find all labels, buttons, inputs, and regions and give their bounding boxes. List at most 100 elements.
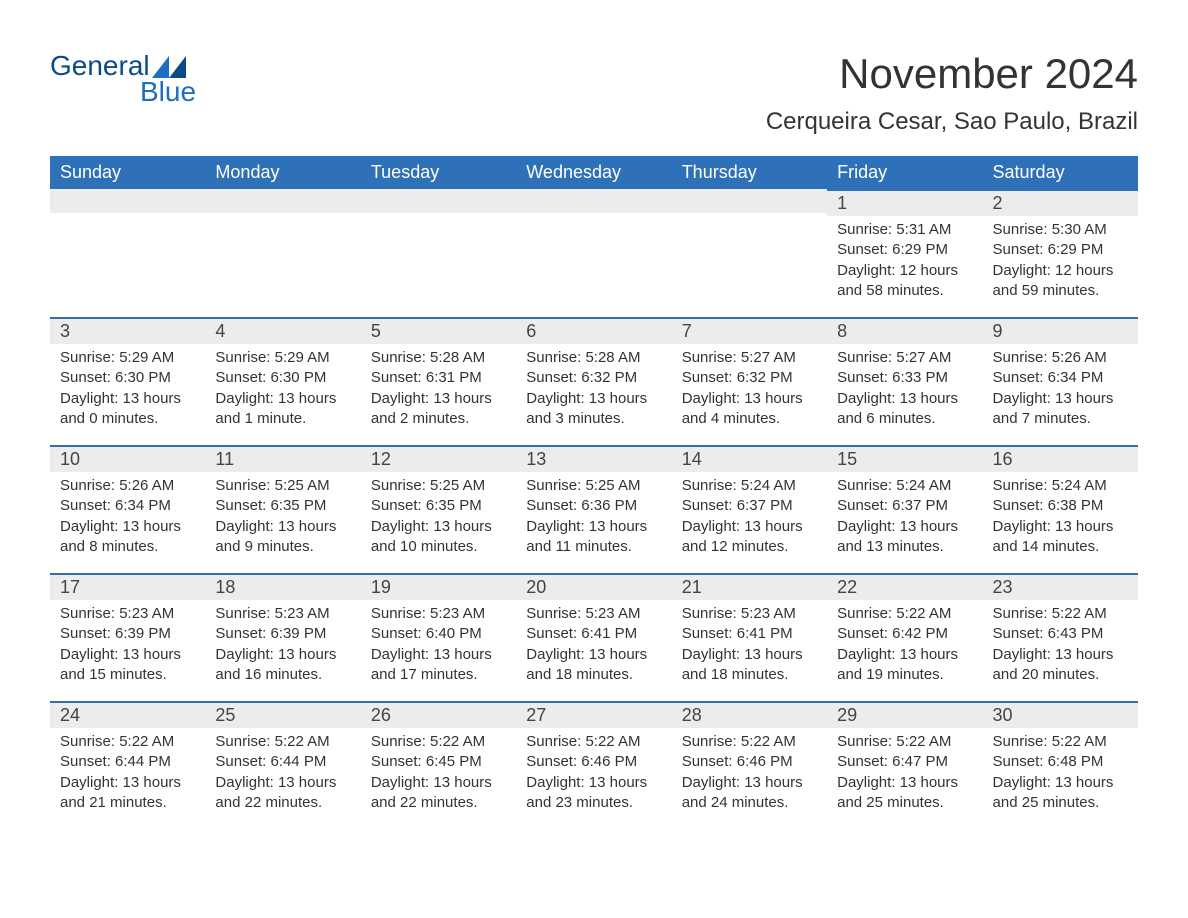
daylight-text: Daylight: 13 hours and 22 minutes. [371,773,506,814]
daylight-text: Daylight: 13 hours and 25 minutes. [993,773,1128,814]
day-number: 15 [827,447,982,472]
sunrise-text: Sunrise: 5:28 AM [371,348,506,368]
daylight-text: Daylight: 13 hours and 2 minutes. [371,389,506,430]
day-number: 10 [50,447,205,472]
day-number: 22 [827,575,982,600]
day-number: 2 [983,191,1138,216]
sunset-text: Sunset: 6:43 PM [993,624,1128,644]
day-number-empty [361,189,516,213]
day-body: Sunrise: 5:26 AMSunset: 6:34 PMDaylight:… [50,472,205,567]
day-number: 18 [205,575,360,600]
daylight-text: Daylight: 13 hours and 3 minutes. [526,389,661,430]
sunrise-text: Sunrise: 5:22 AM [526,732,661,752]
sunrise-text: Sunrise: 5:22 AM [837,732,972,752]
calendar-day-cell: 10Sunrise: 5:26 AMSunset: 6:34 PMDayligh… [50,445,205,573]
sunrise-text: Sunrise: 5:31 AM [837,220,972,240]
weekday-header: Friday [827,156,982,189]
sunrise-text: Sunrise: 5:28 AM [526,348,661,368]
sunrise-text: Sunrise: 5:23 AM [60,604,195,624]
sunrise-text: Sunrise: 5:23 AM [371,604,506,624]
day-body: Sunrise: 5:22 AMSunset: 6:46 PMDaylight:… [516,728,671,823]
sunset-text: Sunset: 6:40 PM [371,624,506,644]
day-number: 19 [361,575,516,600]
sunrise-text: Sunrise: 5:22 AM [682,732,817,752]
sunrise-text: Sunrise: 5:22 AM [371,732,506,752]
sunset-text: Sunset: 6:46 PM [526,752,661,772]
sunrise-text: Sunrise: 5:22 AM [60,732,195,752]
calendar-day-cell: 11Sunrise: 5:25 AMSunset: 6:35 PMDayligh… [205,445,360,573]
sunset-text: Sunset: 6:41 PM [682,624,817,644]
sunrise-text: Sunrise: 5:23 AM [526,604,661,624]
daylight-text: Daylight: 13 hours and 13 minutes. [837,517,972,558]
sunrise-text: Sunrise: 5:22 AM [993,604,1128,624]
day-number: 28 [672,703,827,728]
sunset-text: Sunset: 6:30 PM [60,368,195,388]
title-block: November 2024 Cerqueira Cesar, Sao Paulo… [766,50,1138,136]
day-body: Sunrise: 5:28 AMSunset: 6:32 PMDaylight:… [516,344,671,439]
day-body: Sunrise: 5:24 AMSunset: 6:38 PMDaylight:… [983,472,1138,567]
day-number: 9 [983,319,1138,344]
daylight-text: Daylight: 13 hours and 0 minutes. [60,389,195,430]
daylight-text: Daylight: 13 hours and 24 minutes. [682,773,817,814]
sunrise-text: Sunrise: 5:25 AM [526,476,661,496]
day-body: Sunrise: 5:22 AMSunset: 6:46 PMDaylight:… [672,728,827,823]
day-number: 6 [516,319,671,344]
daylight-text: Daylight: 13 hours and 15 minutes. [60,645,195,686]
calendar-day-cell: 29Sunrise: 5:22 AMSunset: 6:47 PMDayligh… [827,701,982,829]
weekday-header: Wednesday [516,156,671,189]
day-body: Sunrise: 5:22 AMSunset: 6:48 PMDaylight:… [983,728,1138,823]
calendar-day-cell: 22Sunrise: 5:22 AMSunset: 6:42 PMDayligh… [827,573,982,701]
sunset-text: Sunset: 6:33 PM [837,368,972,388]
calendar-week-row: 10Sunrise: 5:26 AMSunset: 6:34 PMDayligh… [50,445,1138,573]
calendar-day-cell [361,189,516,317]
day-number: 12 [361,447,516,472]
calendar-day-cell: 7Sunrise: 5:27 AMSunset: 6:32 PMDaylight… [672,317,827,445]
day-number: 16 [983,447,1138,472]
weekday-header: Sunday [50,156,205,189]
day-number-empty [50,189,205,213]
brand-word1: General [50,50,150,82]
day-number: 23 [983,575,1138,600]
sunset-text: Sunset: 6:39 PM [60,624,195,644]
sunset-text: Sunset: 6:32 PM [526,368,661,388]
sunset-text: Sunset: 6:31 PM [371,368,506,388]
daylight-text: Daylight: 13 hours and 9 minutes. [215,517,350,558]
daylight-text: Daylight: 13 hours and 16 minutes. [215,645,350,686]
sunrise-text: Sunrise: 5:27 AM [837,348,972,368]
day-body: Sunrise: 5:23 AMSunset: 6:41 PMDaylight:… [672,600,827,695]
day-body: Sunrise: 5:23 AMSunset: 6:41 PMDaylight:… [516,600,671,695]
day-body: Sunrise: 5:22 AMSunset: 6:44 PMDaylight:… [205,728,360,823]
day-number: 25 [205,703,360,728]
sunrise-text: Sunrise: 5:24 AM [993,476,1128,496]
calendar-day-cell [672,189,827,317]
day-body: Sunrise: 5:27 AMSunset: 6:33 PMDaylight:… [827,344,982,439]
sunset-text: Sunset: 6:35 PM [371,496,506,516]
day-number: 30 [983,703,1138,728]
calendar-day-cell: 9Sunrise: 5:26 AMSunset: 6:34 PMDaylight… [983,317,1138,445]
calendar-day-cell [516,189,671,317]
daylight-text: Daylight: 13 hours and 8 minutes. [60,517,195,558]
day-number: 17 [50,575,205,600]
day-body: Sunrise: 5:22 AMSunset: 6:45 PMDaylight:… [361,728,516,823]
sunrise-text: Sunrise: 5:25 AM [371,476,506,496]
calendar-day-cell: 21Sunrise: 5:23 AMSunset: 6:41 PMDayligh… [672,573,827,701]
calendar-day-cell: 25Sunrise: 5:22 AMSunset: 6:44 PMDayligh… [205,701,360,829]
sunset-text: Sunset: 6:34 PM [60,496,195,516]
calendar-day-cell: 13Sunrise: 5:25 AMSunset: 6:36 PMDayligh… [516,445,671,573]
sunset-text: Sunset: 6:36 PM [526,496,661,516]
daylight-text: Daylight: 13 hours and 11 minutes. [526,517,661,558]
day-body: Sunrise: 5:23 AMSunset: 6:39 PMDaylight:… [50,600,205,695]
sunrise-text: Sunrise: 5:22 AM [215,732,350,752]
sunset-text: Sunset: 6:39 PM [215,624,350,644]
calendar-day-cell: 23Sunrise: 5:22 AMSunset: 6:43 PMDayligh… [983,573,1138,701]
sunrise-text: Sunrise: 5:23 AM [215,604,350,624]
sunset-text: Sunset: 6:34 PM [993,368,1128,388]
calendar-day-cell: 5Sunrise: 5:28 AMSunset: 6:31 PMDaylight… [361,317,516,445]
calendar-day-cell: 4Sunrise: 5:29 AMSunset: 6:30 PMDaylight… [205,317,360,445]
day-body: Sunrise: 5:26 AMSunset: 6:34 PMDaylight:… [983,344,1138,439]
weekday-header: Tuesday [361,156,516,189]
day-body: Sunrise: 5:29 AMSunset: 6:30 PMDaylight:… [205,344,360,439]
day-body: Sunrise: 5:29 AMSunset: 6:30 PMDaylight:… [50,344,205,439]
location-subtitle: Cerqueira Cesar, Sao Paulo, Brazil [766,108,1138,136]
brand-logo: General Blue [50,50,196,108]
